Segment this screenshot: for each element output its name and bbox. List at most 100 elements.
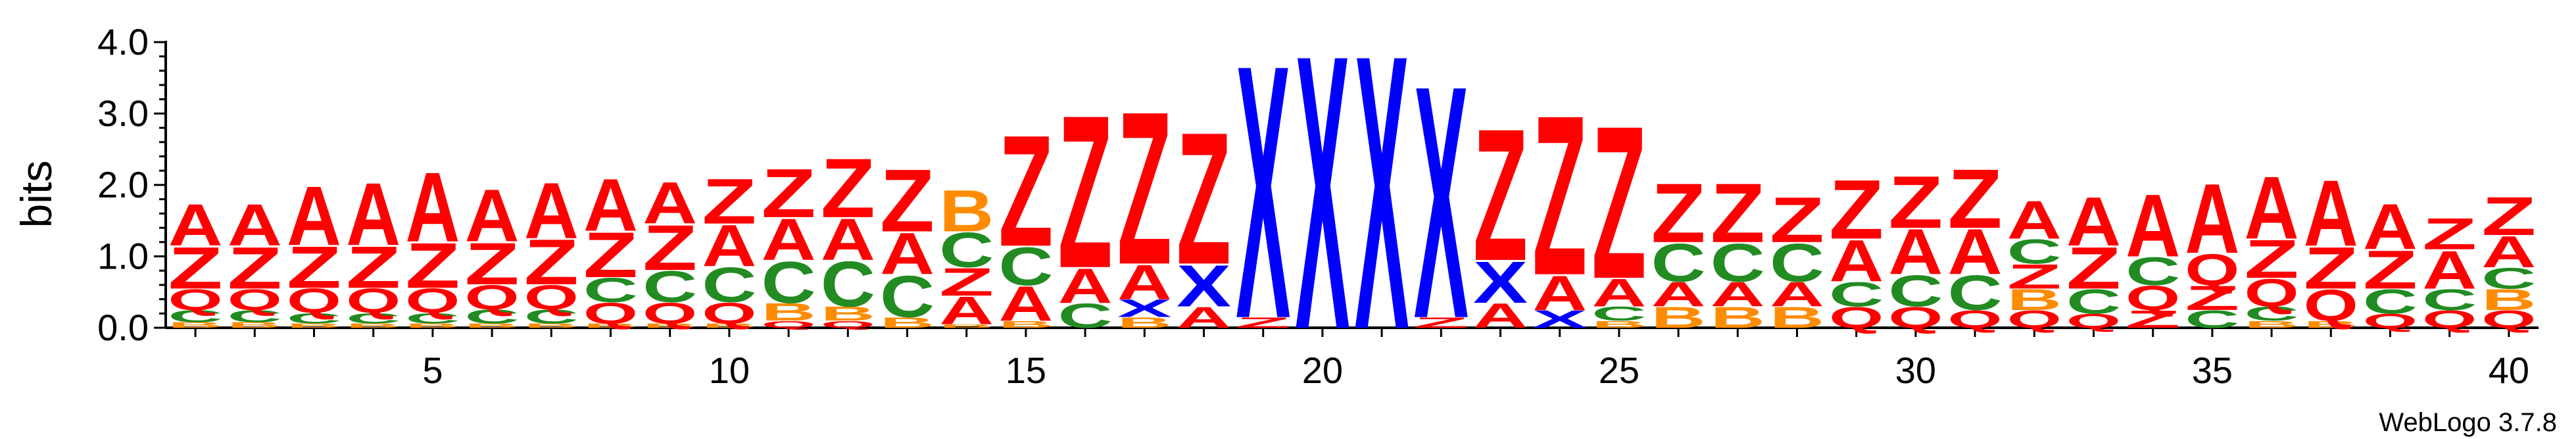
logo-glyph-B: B — [939, 323, 994, 328]
logo-glyph-A: A — [1948, 216, 2003, 288]
logo-glyph-C: C — [939, 222, 994, 278]
y-tick-label: 0.0 — [97, 307, 149, 348]
y-tick-label: 2.0 — [97, 164, 149, 205]
logo-glyph-C: C — [762, 249, 816, 315]
logo-glyph-B: B — [762, 299, 816, 326]
logo-glyph-C: C — [2007, 232, 2062, 271]
logo-glyph-A: A — [2304, 160, 2358, 266]
logo-glyph-Z: Z — [228, 236, 282, 301]
logo-glyph-A: A — [1117, 254, 1172, 310]
logo-glyph-A: A — [1651, 275, 1706, 314]
logo-glyph-A: A — [939, 289, 994, 333]
logo-glyph-A: A — [762, 206, 816, 272]
logo-glyph-B: B — [583, 323, 638, 329]
y-tick-label: 1.0 — [97, 236, 149, 277]
logo-glyph-Q: Q — [1948, 305, 2003, 333]
logo-glyph-Z: Z — [1888, 161, 1943, 244]
x-tick-label: 10 — [709, 349, 750, 391]
logo-glyph-Z: Z — [2066, 236, 2121, 301]
logo-glyph-Q: Q — [228, 284, 282, 317]
logo-glyph-Z: Z — [2245, 228, 2299, 290]
logo-glyph-C: C — [702, 257, 756, 313]
logo-glyph-X: X — [1414, 16, 1469, 387]
logo-glyph-C: C — [880, 263, 935, 330]
logo-glyph-Q: Q — [1888, 301, 1943, 334]
logo-glyph-Z: Z — [465, 231, 520, 297]
logo-glyph-C: C — [2245, 303, 2299, 325]
logo-glyph-B: B — [2481, 283, 2536, 317]
credit-label: WebLogo 3.7.8 — [2379, 408, 2557, 437]
logo-glyph-Z: Z — [1592, 80, 1646, 324]
logo-glyph-C: C — [2066, 282, 2121, 321]
logo-glyph-X: X — [1177, 253, 1231, 320]
logo-glyph-Z: Z — [2304, 236, 2358, 301]
logo-glyph-A: A — [1770, 275, 1824, 314]
logo-glyph-A: A — [702, 212, 756, 278]
logo-glyph-Z: Z — [1414, 315, 1469, 331]
logo-glyph-C: C — [643, 262, 697, 311]
logo-glyph-C: C — [405, 310, 460, 326]
logo-glyph-C: C — [1711, 232, 1765, 294]
y-tick-label: 3.0 — [97, 93, 149, 134]
logo-glyph-Q: Q — [2126, 278, 2180, 317]
logo-glyph-A: A — [1829, 227, 1883, 294]
axes: bits WebLogo 3.7.8 0.0 1.0 2.0 3.0 4.0 5 10 15 2… — [12, 21, 2557, 437]
logo-glyph-A: A — [1532, 265, 1587, 321]
y-tick-label: 4.0 — [97, 21, 149, 63]
logo-glyph-C: C — [1829, 275, 1883, 314]
logo-glyph-X: X — [1117, 295, 1172, 323]
logo-glyph-A: A — [2481, 227, 2536, 276]
logo-glyph-Q: Q — [168, 284, 223, 317]
x-tick-label: 5 — [422, 349, 443, 391]
logo-glyph-Z: Z — [2007, 257, 2062, 296]
logo-glyph-B: B — [1592, 319, 1646, 330]
logo-glyph-Z: Z — [1058, 70, 1113, 313]
logo-glyph-Z: Z — [939, 260, 994, 304]
logo-glyph-A: A — [1888, 216, 1943, 288]
logo-glyph-B: B — [1117, 315, 1172, 331]
logo-glyph-Z: Z — [1117, 66, 1172, 310]
logo-glyph-Z: Z — [2126, 305, 2180, 333]
logo-glyph-A: A — [405, 153, 460, 263]
logo-glyph-A: A — [1058, 258, 1113, 314]
logo-glyph-Z: Z — [821, 140, 875, 235]
logo-glyph-A: A — [1473, 296, 1528, 335]
logo-glyph-Q: Q — [643, 297, 697, 330]
logo-glyph-Q: Q — [2422, 305, 2477, 333]
x-tick-label: 30 — [1895, 349, 1936, 391]
logo-glyph-Q: Q — [2185, 244, 2239, 294]
logo-glyph-Z: Z — [1236, 315, 1290, 331]
logo-glyph-A: A — [228, 192, 282, 258]
logo-glyph-B: B — [465, 323, 520, 329]
logo-glyph-A: A — [346, 164, 401, 264]
logo-glyph-B: B — [1711, 301, 1765, 334]
logo-glyph-B: B — [2304, 319, 2358, 330]
logo-glyph-B: B — [228, 321, 282, 329]
logo-glyph-B: B — [821, 303, 875, 325]
logo-glyph-B: B — [168, 321, 223, 329]
logo-glyph-C: C — [2185, 306, 2239, 334]
logo-glyph-Q: Q — [287, 282, 341, 321]
logo-glyph-B: B — [287, 323, 341, 329]
logo-glyph-X: X — [1532, 305, 1587, 333]
logo-glyph-C: C — [1058, 296, 1113, 335]
logo-glyph-A: A — [2185, 164, 2239, 274]
logo-glyph-Q: Q — [405, 282, 460, 321]
logo-glyph-C: C — [1948, 265, 2003, 321]
logo-glyph-Z: Z — [1711, 165, 1765, 260]
logo-glyph-Z: Z — [1948, 151, 2003, 246]
logo-glyph-B: B — [643, 323, 697, 329]
logo-glyph-C: C — [2363, 282, 2418, 321]
logo-glyph-A: A — [287, 168, 341, 263]
logo-glyph-C: C — [1592, 303, 1646, 325]
x-tick-label: 25 — [1599, 349, 1640, 391]
logo-glyph-Z: Z — [1177, 93, 1231, 303]
logo-glyph-Q: Q — [583, 297, 638, 330]
x-tick-label: 15 — [1006, 349, 1046, 391]
logo-glyph-Z: Z — [405, 230, 460, 302]
logo-glyph-C: C — [465, 305, 520, 328]
logo-glyph-Q: Q — [465, 278, 520, 317]
logo-glyph-A: A — [1177, 301, 1231, 334]
logo-glyph-Q: Q — [346, 282, 401, 321]
logo-glyph-B: B — [1651, 301, 1706, 334]
